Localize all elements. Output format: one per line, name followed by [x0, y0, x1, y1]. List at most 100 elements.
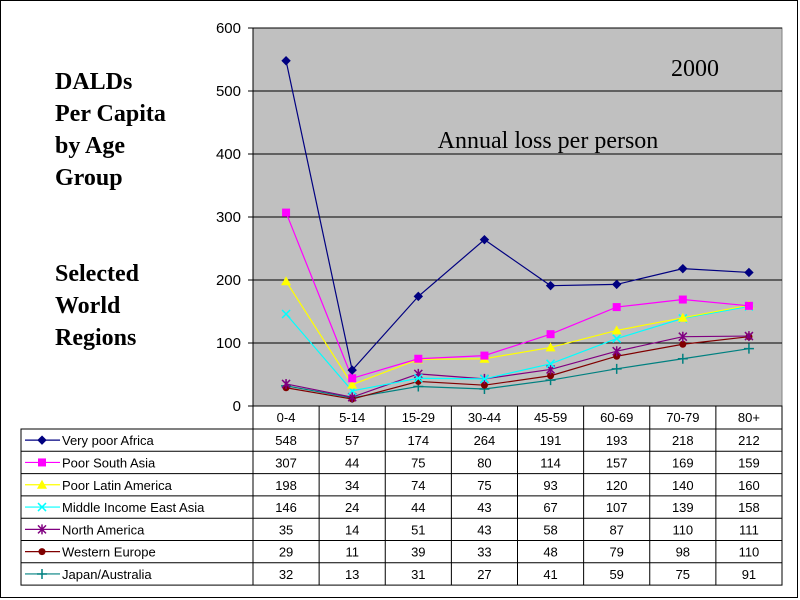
marker-square [744, 301, 753, 310]
series-name: Western Europe [62, 545, 156, 560]
y-tick-label: 600 [216, 20, 241, 37]
data-label: 24 [345, 500, 359, 515]
marker-diamond [281, 56, 291, 66]
marker-circle [613, 352, 621, 360]
data-label: 111 [739, 522, 759, 537]
marker-diamond [744, 267, 754, 278]
data-label: 157 [606, 455, 628, 470]
marker-diamond [678, 263, 688, 274]
marker-square [38, 458, 46, 467]
marker-x [479, 374, 489, 384]
data-label: 75 [676, 567, 690, 582]
data-label: 158 [738, 500, 760, 515]
data-label: 44 [345, 455, 359, 470]
data-label: 67 [543, 500, 557, 515]
data-label: 57 [345, 433, 359, 448]
data-label: 75 [411, 455, 425, 470]
series-name: North America [62, 522, 145, 537]
data-label: 174 [407, 433, 429, 448]
legend-key [25, 548, 60, 556]
marker-square [678, 295, 687, 304]
data-label: 548 [275, 433, 297, 448]
data-label: 43 [477, 522, 491, 537]
marker-square [612, 303, 621, 312]
x-tick-label: 30-44 [468, 410, 501, 425]
data-label: 51 [411, 522, 425, 537]
data-label: 120 [606, 478, 628, 493]
marker-triangle [347, 379, 358, 389]
data-label: 75 [477, 478, 491, 493]
marker-diamond [347, 365, 357, 375]
data-label: 159 [738, 455, 760, 470]
marker-star [744, 331, 754, 342]
data-label: 34 [345, 478, 359, 493]
data-label: 114 [540, 455, 561, 470]
series-line [285, 60, 749, 372]
data-label: 139 [672, 500, 694, 515]
series-western-europe [282, 333, 753, 403]
marker-diamond [37, 435, 47, 445]
data-label: 41 [543, 567, 557, 582]
series-name: Middle Income East Asia [62, 500, 205, 515]
data-label: 29 [279, 545, 293, 560]
data-label: 193 [606, 433, 628, 448]
marker-diamond [611, 279, 622, 290]
y-tick-label: 200 [216, 272, 241, 289]
marker-triangle [281, 276, 292, 286]
marker-star [281, 378, 291, 389]
data-label: 43 [477, 500, 491, 515]
marker-plus [743, 343, 754, 354]
data-label: 11 [345, 545, 359, 560]
data-label: 169 [672, 455, 694, 470]
data-label: 160 [738, 478, 760, 493]
marker-triangle [677, 312, 688, 322]
series-name: Poor Latin America [62, 478, 173, 493]
marker-square [546, 330, 555, 339]
marker-circle [547, 372, 555, 380]
y-tick-label: 400 [216, 146, 241, 163]
marker-plus [677, 353, 688, 364]
series-line [285, 335, 749, 398]
x-tick-label: 80+ [738, 410, 760, 425]
marker-star [612, 346, 622, 357]
marker-diamond [545, 280, 556, 291]
data-label: 191 [540, 433, 562, 448]
series-very-poor-africa [281, 56, 754, 375]
data-label: 39 [411, 545, 425, 560]
marker-triangle [611, 325, 622, 335]
data-label: 110 [739, 545, 760, 560]
marker-triangle [545, 342, 556, 352]
marker-x [37, 502, 47, 512]
data-label: 79 [609, 545, 623, 560]
data-label: 32 [279, 567, 293, 582]
data-label: 107 [606, 500, 628, 515]
marker-square [480, 351, 489, 360]
legend-key [25, 502, 60, 512]
slide-title: DALDs Per Capita by Age Group [55, 66, 205, 194]
data-label: 14 [345, 522, 359, 537]
data-label: 48 [543, 545, 557, 560]
x-tick-label: 45-59 [534, 410, 567, 425]
data-label: 212 [738, 433, 760, 448]
y-tick-label: 0 [233, 398, 241, 415]
marker-x [413, 373, 423, 383]
x-tick-label: 15-29 [402, 410, 435, 425]
data-label: 33 [477, 545, 491, 560]
legend-key [25, 524, 60, 535]
marker-plus [37, 568, 47, 579]
data-label: 110 [672, 522, 693, 537]
data-label: 146 [275, 500, 297, 515]
annotation-text: Annual loss per person [438, 128, 659, 154]
marker-plus [611, 363, 622, 374]
marker-square [414, 354, 423, 363]
series-line [285, 212, 749, 380]
x-tick-label: 5-14 [339, 410, 365, 425]
legend-key [25, 568, 60, 579]
slide-title-line: by Age [55, 133, 126, 159]
data-label: 13 [345, 567, 359, 582]
data-table: 0-4 5-14 15-29 30-44 45-59 60-69 70-79 80+ Very … [20, 405, 783, 586]
data-label: 35 [279, 522, 293, 537]
year-annotation: 2000 [671, 56, 719, 82]
